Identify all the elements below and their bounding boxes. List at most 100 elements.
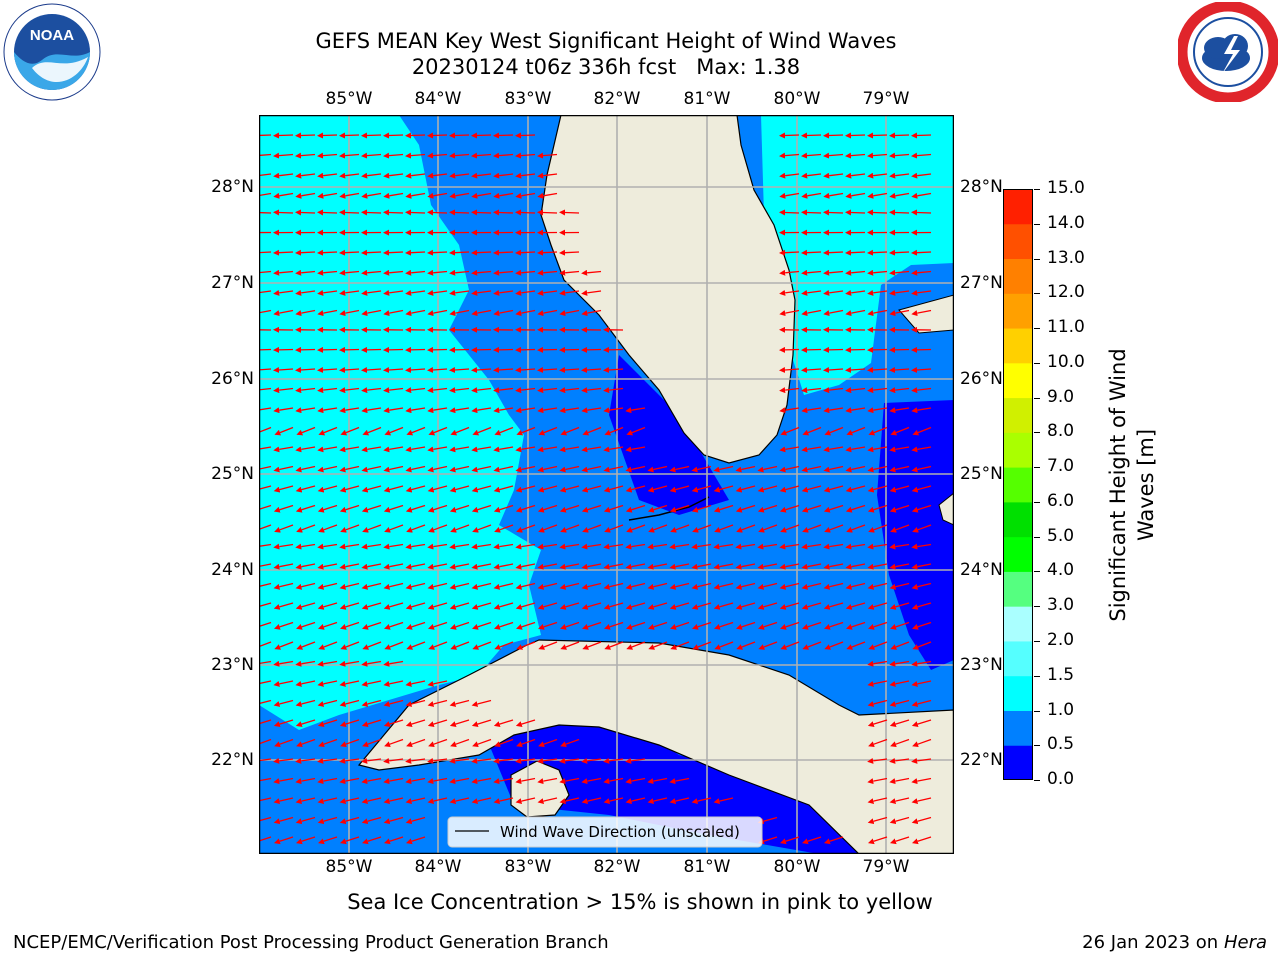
wind-wave-arrow	[273, 582, 294, 590]
wind-wave-arrow	[383, 563, 404, 570]
wind-wave-arrow	[779, 309, 800, 317]
wind-wave-arrow	[670, 621, 690, 630]
wind-wave-arrow	[780, 621, 800, 630]
wind-wave-arrow	[449, 543, 470, 550]
wind-wave-arrow	[383, 209, 404, 216]
wind-wave-arrow	[889, 249, 910, 256]
wind-wave-arrow	[405, 602, 426, 610]
colorbar-segment	[1003, 501, 1033, 538]
wind-wave-arrow	[559, 367, 580, 373]
wind-wave-arrow	[779, 209, 800, 216]
wind-wave-arrow	[273, 816, 294, 825]
wind-wave-arrow	[405, 465, 426, 473]
wind-wave-arrow	[823, 152, 844, 159]
wind-wave-arrow	[295, 543, 316, 550]
wind-wave-arrow	[427, 777, 448, 785]
wind-wave-arrow	[295, 699, 316, 707]
wind-wave-arrow	[845, 289, 866, 296]
wind-wave-arrow	[867, 602, 888, 610]
wind-wave-arrow	[471, 172, 492, 179]
wind-wave-arrow	[801, 289, 822, 296]
wind-wave-arrow	[911, 152, 932, 159]
wind-wave-arrow	[273, 504, 294, 513]
wind-wave-arrow	[405, 543, 426, 550]
wind-wave-arrow	[603, 504, 624, 513]
wind-wave-arrow	[581, 407, 602, 414]
wind-wave-arrow	[801, 367, 822, 373]
wind-wave-arrow	[449, 249, 470, 256]
colorbar-tick-mark	[1034, 606, 1040, 608]
wind-wave-arrow	[273, 132, 294, 139]
wind-wave-arrow	[295, 582, 316, 590]
wind-wave-arrow	[516, 524, 536, 533]
wind-wave-arrow	[317, 209, 338, 216]
wind-wave-arrow	[361, 387, 382, 394]
wind-wave-arrow	[537, 563, 558, 570]
wind-wave-arrow	[911, 172, 932, 179]
wind-wave-arrow	[911, 269, 932, 276]
wind-wave-arrow	[867, 543, 888, 550]
wind-wave-arrow	[318, 524, 338, 533]
wind-wave-arrow	[317, 446, 338, 453]
wind-wave-arrow	[581, 309, 602, 317]
wind-wave-arrow	[318, 621, 338, 630]
wind-wave-arrow	[604, 426, 624, 436]
wind-wave-arrow	[801, 504, 822, 513]
wind-wave-arrow	[889, 367, 910, 373]
lon-label-top: 85°W	[325, 89, 373, 109]
wave-band-0-0-5-keys	[609, 355, 729, 515]
wind-wave-arrow	[317, 504, 338, 513]
wind-wave-arrow	[559, 757, 580, 764]
wind-wave-arrow	[317, 816, 338, 825]
wind-wave-arrow	[295, 367, 316, 373]
wind-wave-arrow	[559, 797, 580, 805]
wind-wave-arrow	[449, 504, 470, 513]
wind-wave-arrow	[779, 289, 800, 296]
wind-wave-arrow	[779, 192, 800, 199]
wind-wave-arrow	[559, 543, 580, 550]
wind-wave-arrow	[361, 699, 382, 707]
land-florida	[540, 115, 796, 464]
wind-wave-arrow	[736, 641, 756, 650]
wind-wave-arrow	[538, 641, 558, 650]
wind-wave-arrow	[714, 621, 734, 630]
colorbar-tick-mark	[1034, 640, 1040, 642]
wind-wave-arrow	[361, 485, 382, 493]
wind-wave-arrow	[691, 582, 712, 590]
wind-wave-arrow	[361, 816, 382, 825]
wind-wave-arrow	[427, 446, 448, 453]
wind-wave-arrow	[801, 563, 822, 570]
wind-wave-arrow	[845, 209, 866, 216]
colorbar-tick-mark	[1034, 501, 1040, 503]
wind-wave-arrow	[537, 269, 558, 276]
wind-wave-arrow	[493, 209, 514, 216]
wind-wave-arrow	[259, 251, 272, 254]
wind-wave-arrow	[911, 797, 932, 805]
wind-wave-arrow	[889, 407, 910, 414]
colorbar-segment	[1003, 640, 1033, 677]
wind-wave-arrow	[537, 504, 558, 513]
colorbar-segment	[1003, 362, 1033, 399]
wind-wave-arrow	[273, 407, 294, 414]
wind-wave-arrow	[427, 757, 448, 764]
wind-wave-arrow	[911, 367, 932, 373]
wind-wave-arrow	[889, 152, 910, 159]
wind-wave-arrow	[802, 426, 822, 436]
wind-wave-arrow	[383, 387, 404, 394]
wind-wave-arrow	[296, 621, 316, 630]
chart-title: GEFS MEAN Key West Significant Height of…	[315, 29, 897, 53]
wind-wave-arrow	[449, 582, 470, 590]
wind-wave-arrow	[493, 797, 514, 805]
wind-wave-arrow	[339, 777, 360, 785]
noaa-logo: NOAA	[2, 2, 102, 102]
wind-wave-arrow	[692, 524, 712, 533]
wind-wave-arrow	[493, 152, 514, 159]
lon-label-bottom: 80°W	[773, 857, 821, 877]
wind-wave-arrow	[405, 485, 426, 493]
lon-label-bottom: 81°W	[683, 857, 731, 877]
wind-wave-arrow	[383, 446, 404, 453]
wind-wave-arrow	[362, 641, 382, 650]
wind-wave-arrow	[713, 797, 734, 805]
wind-wave-arrow	[339, 543, 360, 550]
wind-wave-arrow	[560, 621, 580, 630]
